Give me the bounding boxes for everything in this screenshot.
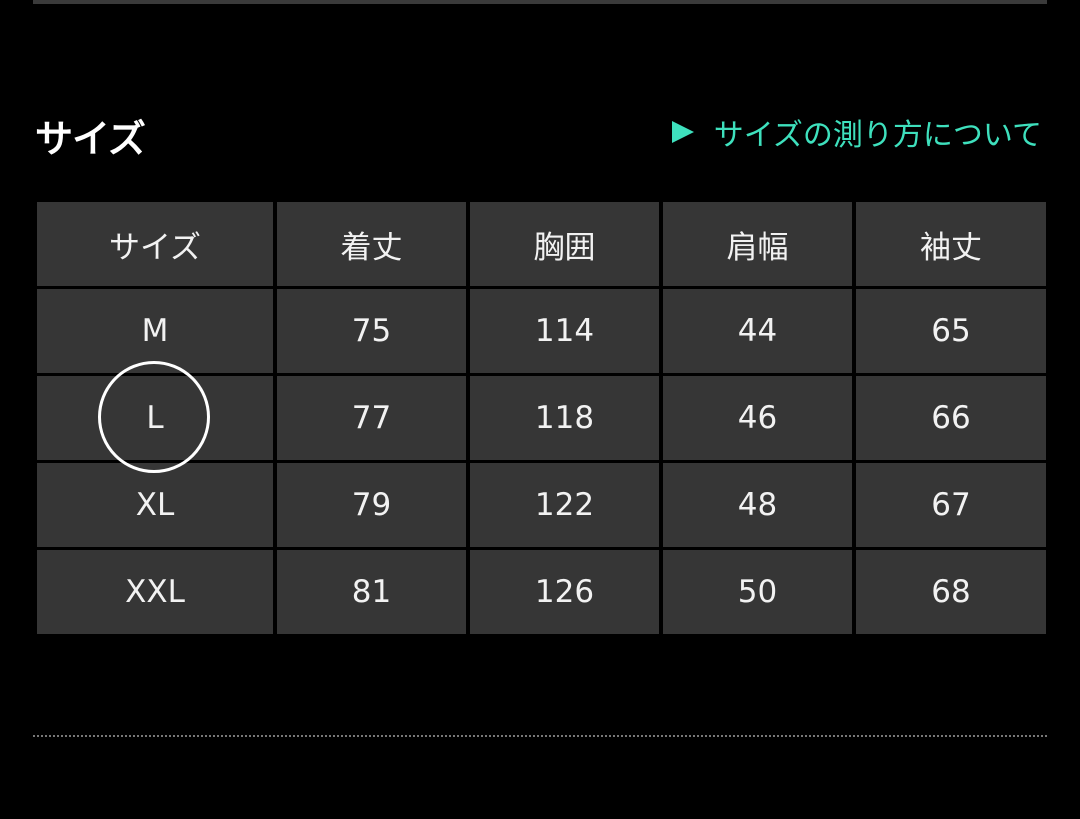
table-cell: 77 — [277, 376, 466, 460]
table-cell: 68 — [856, 550, 1046, 634]
table-cell: 118 — [470, 376, 659, 460]
table-cell: 81 — [277, 550, 466, 634]
top-divider — [33, 0, 1047, 4]
table-cell: 66 — [856, 376, 1046, 460]
header-cell: 着丈 — [277, 202, 466, 286]
table-cell: 126 — [470, 550, 659, 634]
header-cell: 肩幅 — [663, 202, 852, 286]
header-cell: 袖丈 — [856, 202, 1046, 286]
table-row: XL 79 122 48 67 — [37, 463, 1046, 547]
play-triangle-icon — [671, 121, 694, 143]
table-cell: 67 — [856, 463, 1046, 547]
table-cell: 44 — [663, 289, 852, 373]
size-table: サイズ 着丈 胸囲 肩幅 袖丈 M 75 114 44 65 L 77 118 … — [33, 199, 1050, 637]
table-cell: 122 — [470, 463, 659, 547]
size-measure-link[interactable]: サイズの測り方について — [671, 110, 1042, 154]
table-cell: XXL — [37, 550, 273, 634]
section-title: サイズ — [35, 117, 146, 161]
table-cell: 75 — [277, 289, 466, 373]
header-cell: サイズ — [37, 202, 273, 286]
table-cell: 114 — [470, 289, 659, 373]
table-cell: M — [37, 289, 273, 373]
table-header-row: サイズ 着丈 胸囲 肩幅 袖丈 — [37, 202, 1046, 286]
table-cell: 50 — [663, 550, 852, 634]
table-cell: L — [37, 376, 273, 460]
table-row: M 75 114 44 65 — [37, 289, 1046, 373]
size-measure-link-label: サイズの測り方について — [713, 118, 1042, 153]
table-cell: 65 — [856, 289, 1046, 373]
table-row: L 77 118 46 66 — [37, 376, 1046, 460]
table-cell: 46 — [663, 376, 852, 460]
header-cell: 胸囲 — [470, 202, 659, 286]
dotted-divider — [33, 735, 1047, 737]
table-row: XXL 81 126 50 68 — [37, 550, 1046, 634]
table-cell: 48 — [663, 463, 852, 547]
table-cell: 79 — [277, 463, 466, 547]
table-cell: XL — [37, 463, 273, 547]
